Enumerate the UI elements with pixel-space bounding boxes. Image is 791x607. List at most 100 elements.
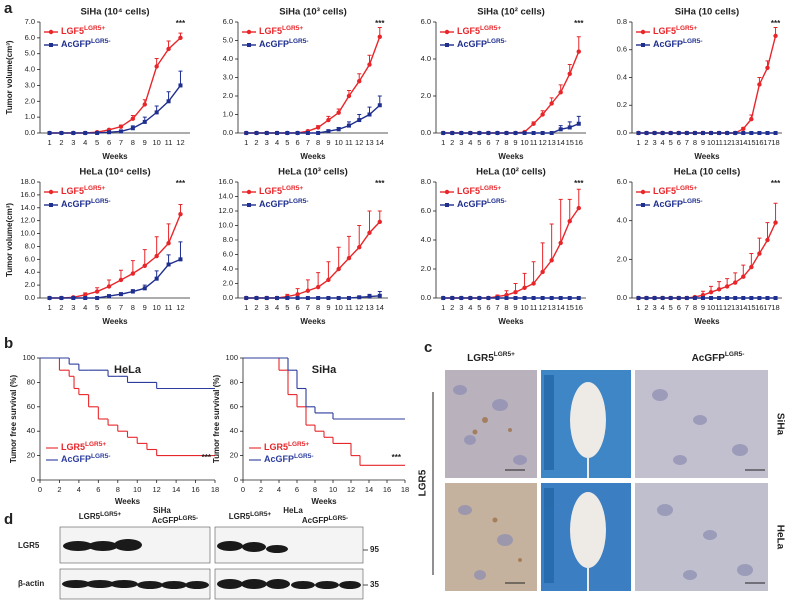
marker [540, 296, 545, 300]
y-tick-label: 2.0 [25, 280, 35, 289]
marker [644, 131, 649, 135]
x-tick-label: 2 [59, 303, 63, 312]
marker [367, 294, 372, 299]
marker [504, 296, 509, 300]
series-line [246, 221, 381, 299]
legend-base: LGR5 [264, 442, 288, 452]
legend-label: LGF5LGR5+ [653, 25, 697, 37]
x-axis-label: Weeks [102, 317, 128, 326]
y-tick-label: 2.0 [421, 264, 431, 273]
y-tick-label: 6.0 [223, 249, 233, 258]
marker [95, 131, 100, 135]
x-tick-label: 14 [365, 485, 373, 494]
marker [178, 257, 183, 262]
legend-sup: LGR5+ [288, 441, 309, 448]
y-axis-label: Tumor free survival (%) [9, 375, 18, 464]
marker [531, 121, 536, 126]
x-tick-label: 14 [557, 303, 565, 312]
series-line [443, 51, 580, 134]
group-sup: LGR5- [179, 515, 199, 522]
x-tick-label: 7 [685, 138, 689, 147]
legend-base: AcGFP [653, 199, 683, 209]
marker [130, 289, 135, 294]
blot-group: LGR5LGR5+ [79, 511, 122, 521]
chart-title: HeLa [114, 364, 142, 376]
x-tick-label: 7 [685, 303, 689, 312]
marker [316, 296, 321, 300]
x-tick-label: 13 [731, 138, 739, 147]
row-label: SiHa [774, 413, 785, 436]
marker [142, 286, 147, 291]
x-tick-label: 14 [172, 485, 180, 494]
y-tick-label: 60 [230, 402, 238, 411]
x-tick-label: 1 [47, 138, 51, 147]
legend-label: LGF5LGR5+ [653, 185, 697, 197]
x-tick-label: 9 [326, 138, 330, 147]
y-tick-label: 12.0 [20, 216, 35, 225]
legend-label: LGF5LGR5+ [259, 185, 303, 197]
series-line [49, 37, 181, 134]
marker [558, 127, 563, 132]
legend-base: AcGFP [61, 454, 91, 464]
x-tick-label: 13 [365, 303, 373, 312]
error-bar [326, 261, 331, 280]
y-tick-label: 20 [230, 451, 238, 460]
marker [357, 79, 362, 84]
blot-group: AcGFPLGR5- [302, 515, 348, 525]
error-bar [178, 241, 183, 260]
y-axis-label: Tumor volume(cm³) [5, 40, 14, 114]
x-axis-label: Weeks [311, 497, 337, 506]
x-tick-label: 8 [131, 138, 135, 147]
x-tick-label: 2 [450, 303, 454, 312]
x-tick-label: 1 [244, 303, 248, 312]
marker [549, 101, 554, 106]
x-tick-label: 4 [277, 485, 281, 494]
x-tick-label: 10 [520, 303, 528, 312]
y-tick-label: 8.0 [25, 241, 35, 250]
chart-title: SiHa (10³ cells) [279, 7, 347, 18]
x-tick-label: 10 [335, 303, 343, 312]
legend-marker [247, 43, 251, 47]
marker [377, 103, 382, 108]
x-tick-label: 14 [739, 138, 747, 147]
legend-base: AcGFP [264, 454, 294, 464]
marker [576, 121, 581, 126]
x-tick-label: 5 [669, 138, 673, 147]
x-tick-label: 0 [241, 485, 245, 494]
marker [244, 296, 249, 300]
x-tick-label: 16 [575, 303, 583, 312]
error-bar [316, 272, 321, 288]
legend-base: LGF5 [61, 186, 84, 196]
x-tick-label: 4 [83, 138, 87, 147]
y-tick-label: 2.0 [223, 91, 233, 100]
marker [733, 131, 738, 135]
blot-marker: 35 [370, 580, 379, 589]
marker [576, 49, 581, 54]
marker [264, 131, 269, 135]
x-tick-label: 12 [355, 138, 363, 147]
marker [450, 131, 455, 135]
significance: *** [574, 179, 584, 188]
error-bar [576, 36, 581, 52]
marker [166, 46, 171, 52]
y-tick-label: 4.0 [421, 54, 431, 63]
error-bar [540, 242, 545, 272]
y-tick-label: 2.0 [617, 254, 627, 263]
marker [540, 112, 545, 117]
marker [513, 290, 518, 295]
x-tick-label: 15 [566, 303, 574, 312]
error-bar [346, 235, 351, 259]
marker [765, 237, 770, 243]
x-tick-label: 7 [119, 303, 123, 312]
marker [644, 296, 649, 300]
chart-title: SiHa [312, 364, 337, 376]
x-tick-label: 14 [739, 303, 747, 312]
y-tick-label: 0.0 [421, 293, 431, 302]
x-axis-label: Weeks [300, 317, 326, 326]
x-tick-label: 16 [575, 138, 583, 147]
blot-marker: 95 [370, 545, 379, 554]
x-tick-label: 7 [495, 138, 499, 147]
y-tick-label: 0.2 [617, 100, 627, 109]
legend-sup: LGR5- [289, 38, 309, 45]
y-tick-label: 1.0 [223, 109, 233, 118]
